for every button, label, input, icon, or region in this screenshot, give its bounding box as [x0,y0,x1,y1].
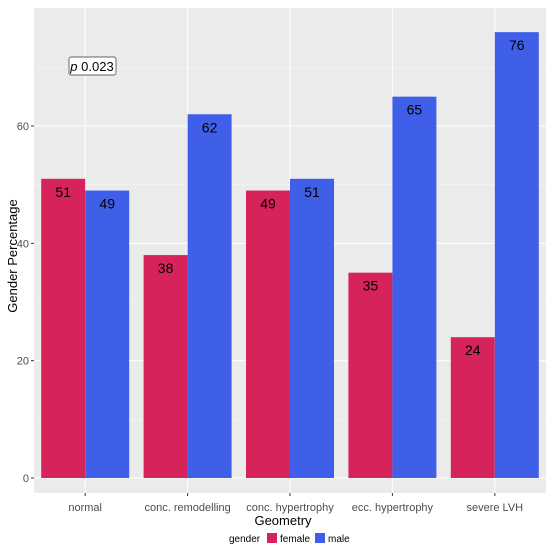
y-axis: 0 20 40 60 [17,121,34,485]
legend-swatch-female [267,533,277,543]
p-value: 0.023 [78,59,114,74]
p-value-text: p 0.023 [69,59,113,74]
bar-value-label: 35 [363,278,379,294]
bar-value-label: 76 [509,37,525,53]
x-tick-label: ecc. hypertrophy [352,502,434,514]
bar-male [290,178,334,479]
bar-value-label: 62 [202,119,218,135]
bar-female [246,190,290,479]
x-tick-label: conc. hypertrophy [246,502,334,514]
bar-male [187,114,232,479]
bar-value-label: 51 [304,184,320,200]
bar-value-label: 49 [99,196,115,212]
x-tick-label: normal [68,502,102,514]
bar-female [348,272,393,478]
bar-value-label: 24 [465,342,481,358]
x-axis-title: Geometry [254,513,312,528]
y-tick-label: 0 [23,473,29,485]
y-tick-label: 20 [17,356,29,368]
p-value-annotation: p 0.023 [68,56,117,76]
y-axis-title: Gender Percentage [5,199,20,312]
bar-female [143,255,188,478]
legend-title: gender [229,534,261,545]
y-tick-label: 60 [17,121,29,133]
bar-value-label: 51 [55,184,71,200]
x-tick-label: conc. remodelling [144,502,230,514]
bars [41,32,539,479]
bar-male [85,190,130,479]
p-value-box [68,56,117,76]
p-symbol: p [69,59,77,74]
bar-value-label: 38 [158,260,174,276]
bar-male [494,32,539,479]
bar-female [41,178,86,479]
bar-labels: 51 49 38 62 49 51 35 65 24 76 [55,37,524,358]
y-tick-label: 40 [17,238,29,250]
bar-value-label: 49 [260,196,276,212]
legend: gender female male [229,533,350,545]
x-tick-label: severe LVH [466,502,523,514]
bar-female [450,337,495,478]
legend-label-female: female [280,534,310,545]
legend-label-male: male [328,534,350,545]
bar-male [392,96,437,479]
bar-value-label: 65 [407,102,423,118]
legend-swatch-male [315,533,325,543]
x-axis: normal conc. remodelling conc. hypertrophy… [68,493,523,514]
